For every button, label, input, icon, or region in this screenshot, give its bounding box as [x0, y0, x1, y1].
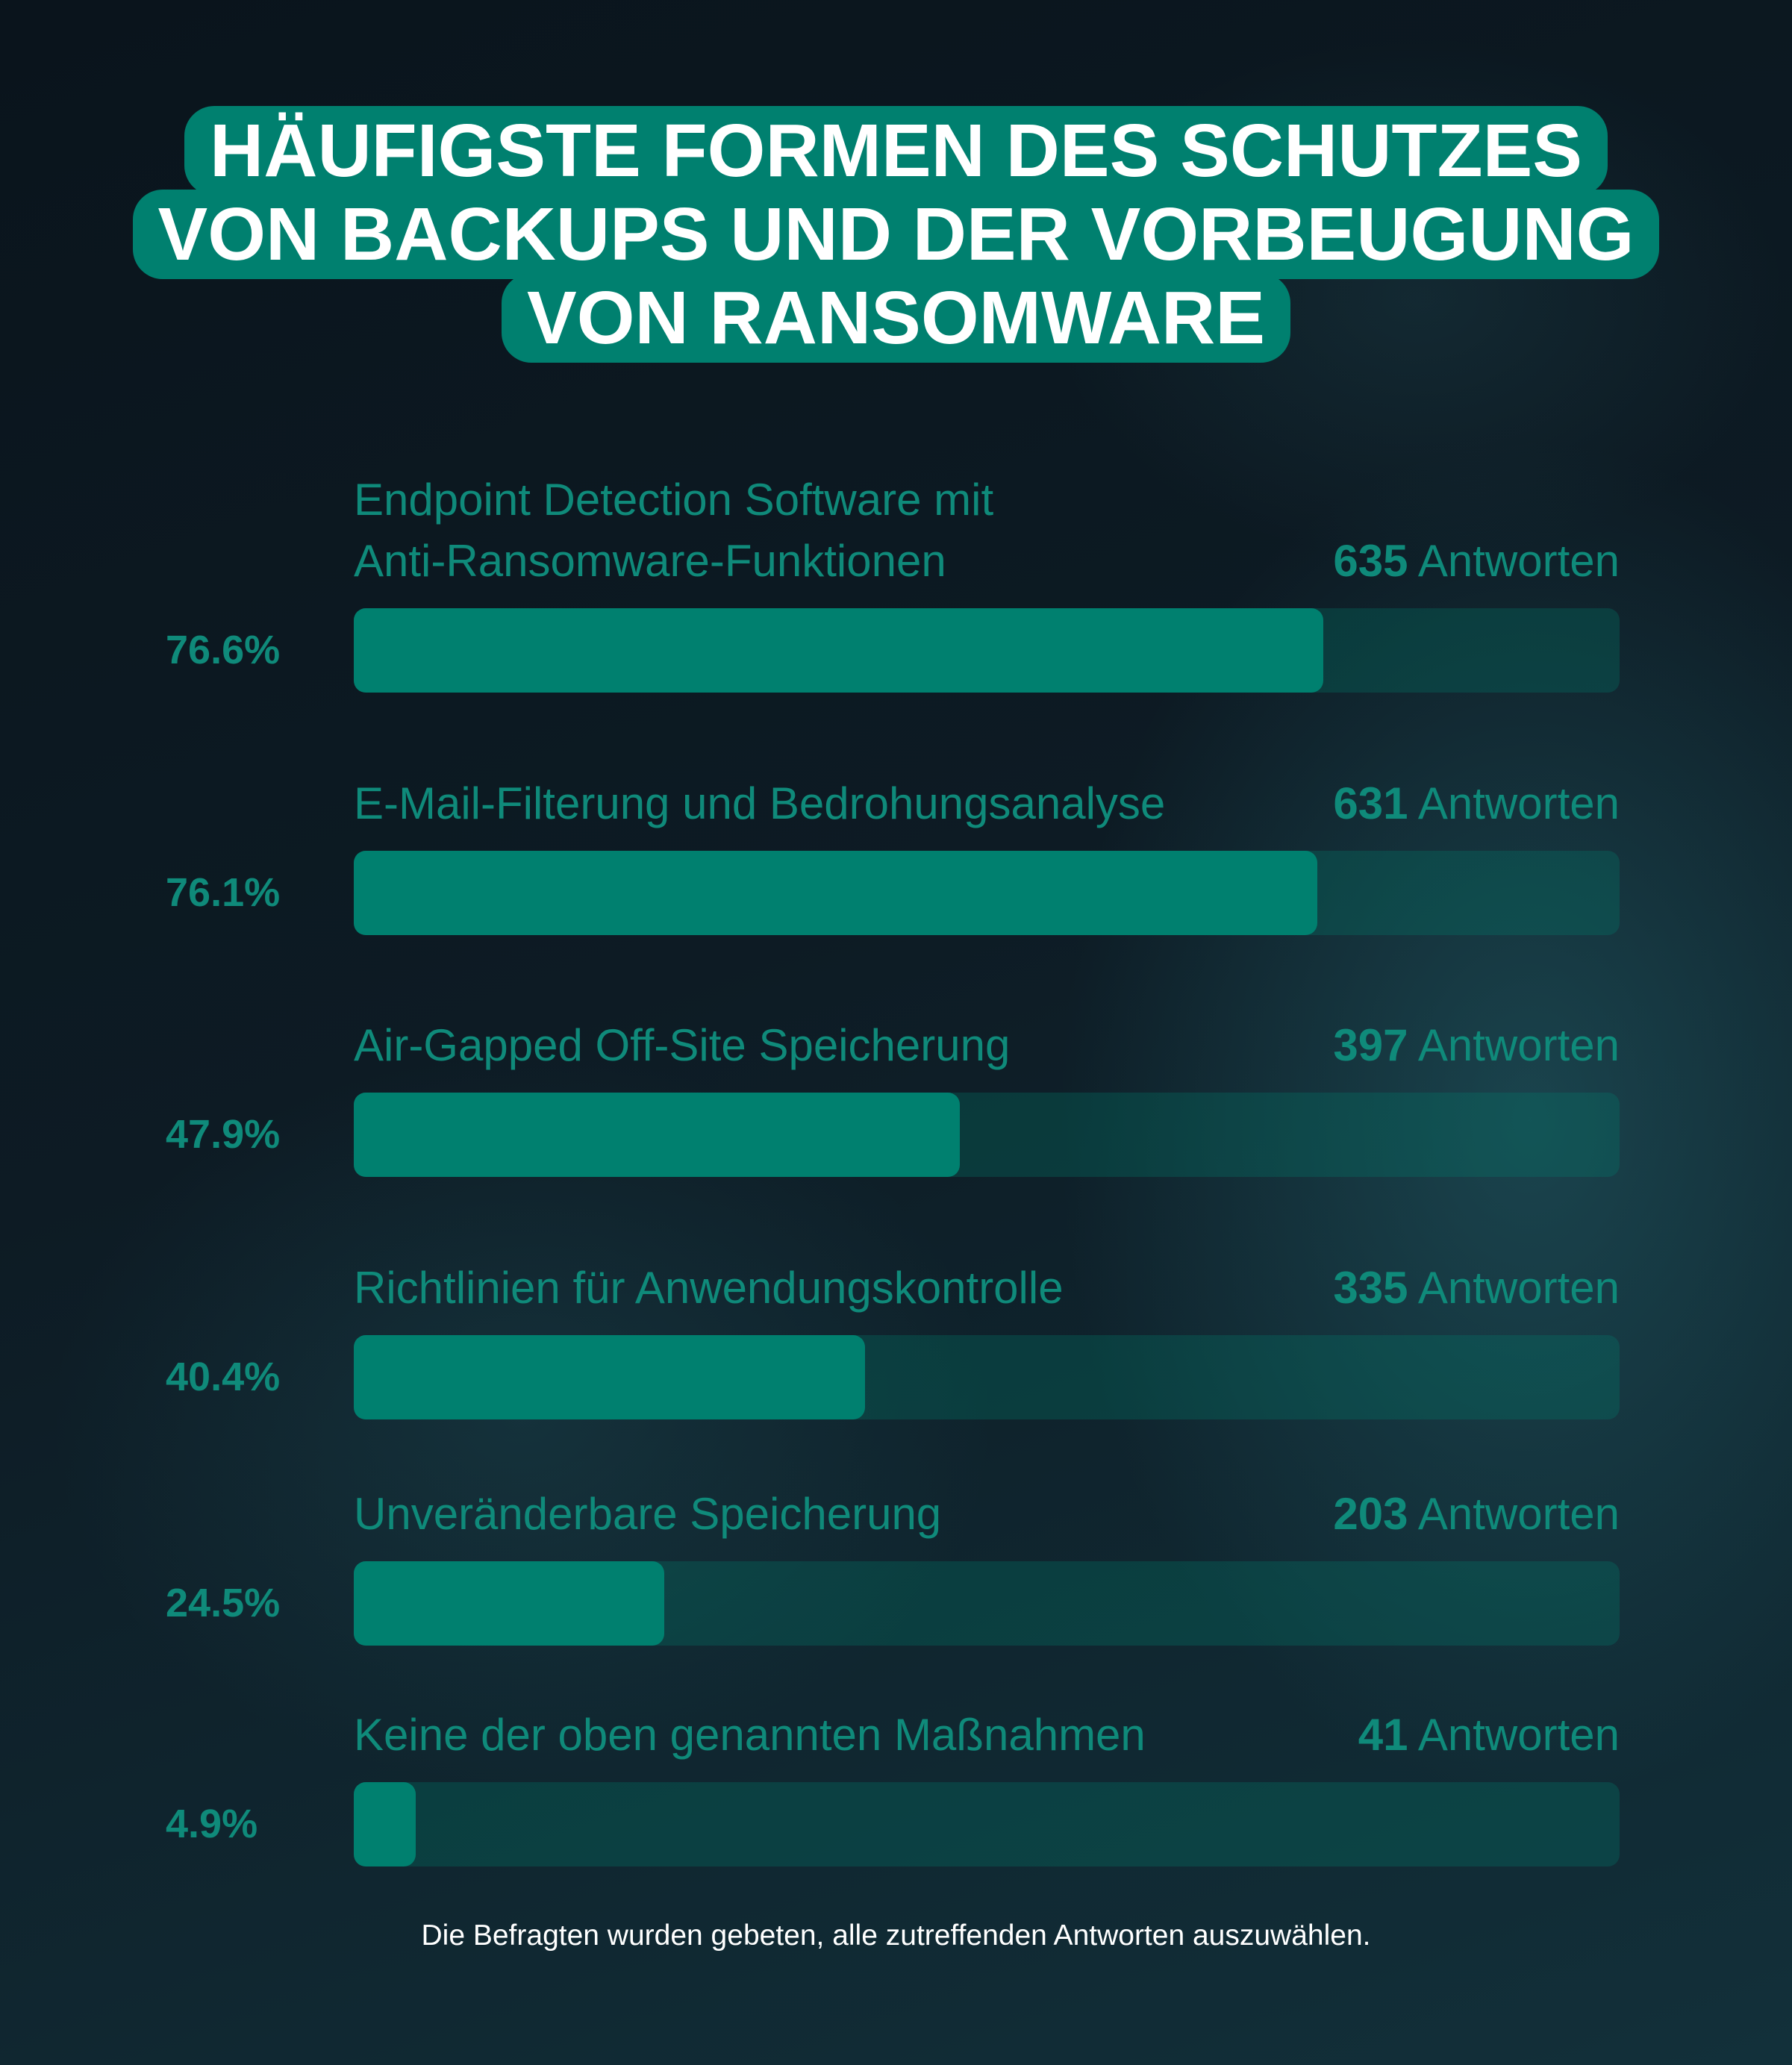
bar	[354, 1335, 866, 1419]
percent-label: 40.4%	[166, 1355, 281, 1399]
response-count: 631 Antworten	[1333, 773, 1620, 834]
category-label: Unveränderbare Speicherung	[354, 1489, 942, 1539]
row-header: Richtlinien für Anwendungskontrolle 335 A…	[354, 1258, 1620, 1319]
category-label: Keine der oben genannten Maßnahmen	[354, 1710, 1146, 1760]
bar-track	[354, 1093, 1620, 1177]
title-line: HÄUFIGSTE FORMEN DES SCHUTZES	[184, 106, 1608, 196]
row-header: Endpoint Detection Software mit Anti-Ran…	[354, 469, 1620, 592]
count-unit: Antworten	[1417, 536, 1620, 586]
count-value: 41	[1358, 1710, 1408, 1760]
bar-track	[354, 1782, 1620, 1866]
count-value: 635	[1333, 536, 1408, 586]
count-value: 397	[1333, 1020, 1408, 1070]
count-value: 631	[1333, 778, 1408, 828]
percent-label: 47.9%	[166, 1112, 281, 1157]
percent-label: 76.6%	[166, 628, 281, 672]
count-unit: Antworten	[1417, 778, 1620, 828]
percent-label: 76.1%	[166, 870, 281, 915]
category-label: Endpoint Detection Software mit Anti-Ran…	[354, 475, 994, 586]
bar-track	[354, 851, 1620, 935]
title-line: VON BACKUPS UND DER VORBEUGUNG	[132, 190, 1660, 279]
bar	[354, 1093, 961, 1177]
category-label: Richtlinien für Anwendungskontrolle	[354, 1263, 1064, 1313]
response-count: 335 Antworten	[1333, 1258, 1620, 1319]
footnote: Die Befragten wurden gebeten, alle zutre…	[421, 1919, 1371, 1952]
percent-label: 4.9%	[166, 1802, 258, 1846]
title: HÄUFIGSTE FORMEN DES SCHUTZES VON BACKUPS…	[0, 106, 1792, 363]
response-count: 635 Antworten	[1333, 531, 1620, 592]
count-unit: Antworten	[1417, 1489, 1620, 1539]
category-label: Air-Gapped Off-Site Speicherung	[354, 1020, 1011, 1070]
count-value: 335	[1333, 1263, 1408, 1313]
response-count: 397 Antworten	[1333, 1015, 1620, 1076]
bar-track	[354, 1335, 1620, 1419]
bar	[354, 851, 1317, 935]
response-count: 41 Antworten	[1358, 1705, 1620, 1766]
category-label: E-Mail-Filterung und Bedrohungsanalyse	[354, 778, 1166, 828]
row-header: Keine der oben genannten Maßnahmen 41 Ant…	[354, 1705, 1620, 1766]
title-line: VON RANSOMWARE	[502, 273, 1290, 363]
count-unit: Antworten	[1417, 1710, 1620, 1760]
response-count: 203 Antworten	[1333, 1484, 1620, 1545]
count-unit: Antworten	[1417, 1020, 1620, 1070]
bar	[354, 608, 1324, 693]
count-unit: Antworten	[1417, 1263, 1620, 1313]
count-value: 203	[1333, 1489, 1408, 1539]
row-header: E-Mail-Filterung und Bedrohungsanalyse 63…	[354, 773, 1620, 834]
bar-track	[354, 1561, 1620, 1646]
row-header: Air-Gapped Off-Site Speicherung 397 Antwo…	[354, 1015, 1620, 1076]
bar-track	[354, 608, 1620, 693]
bar	[354, 1782, 416, 1866]
bar	[354, 1561, 664, 1646]
row-header: Unveränderbare Speicherung 203 Antworten	[354, 1484, 1620, 1545]
percent-label: 24.5%	[166, 1581, 281, 1625]
